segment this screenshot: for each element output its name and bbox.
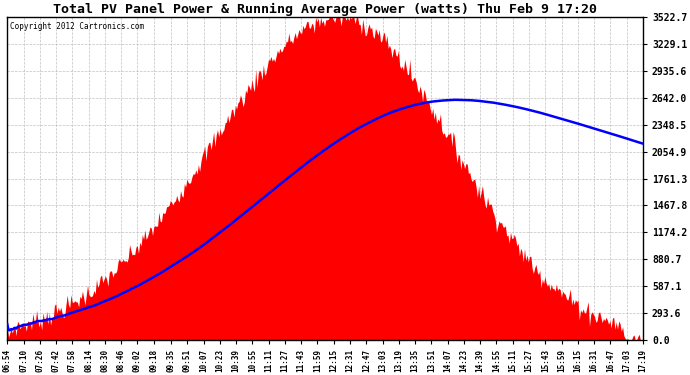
Text: Copyright 2012 Cartronics.com: Copyright 2012 Cartronics.com [10,22,145,31]
Title: Total PV Panel Power & Running Average Power (watts) Thu Feb 9 17:20: Total PV Panel Power & Running Average P… [53,3,597,16]
